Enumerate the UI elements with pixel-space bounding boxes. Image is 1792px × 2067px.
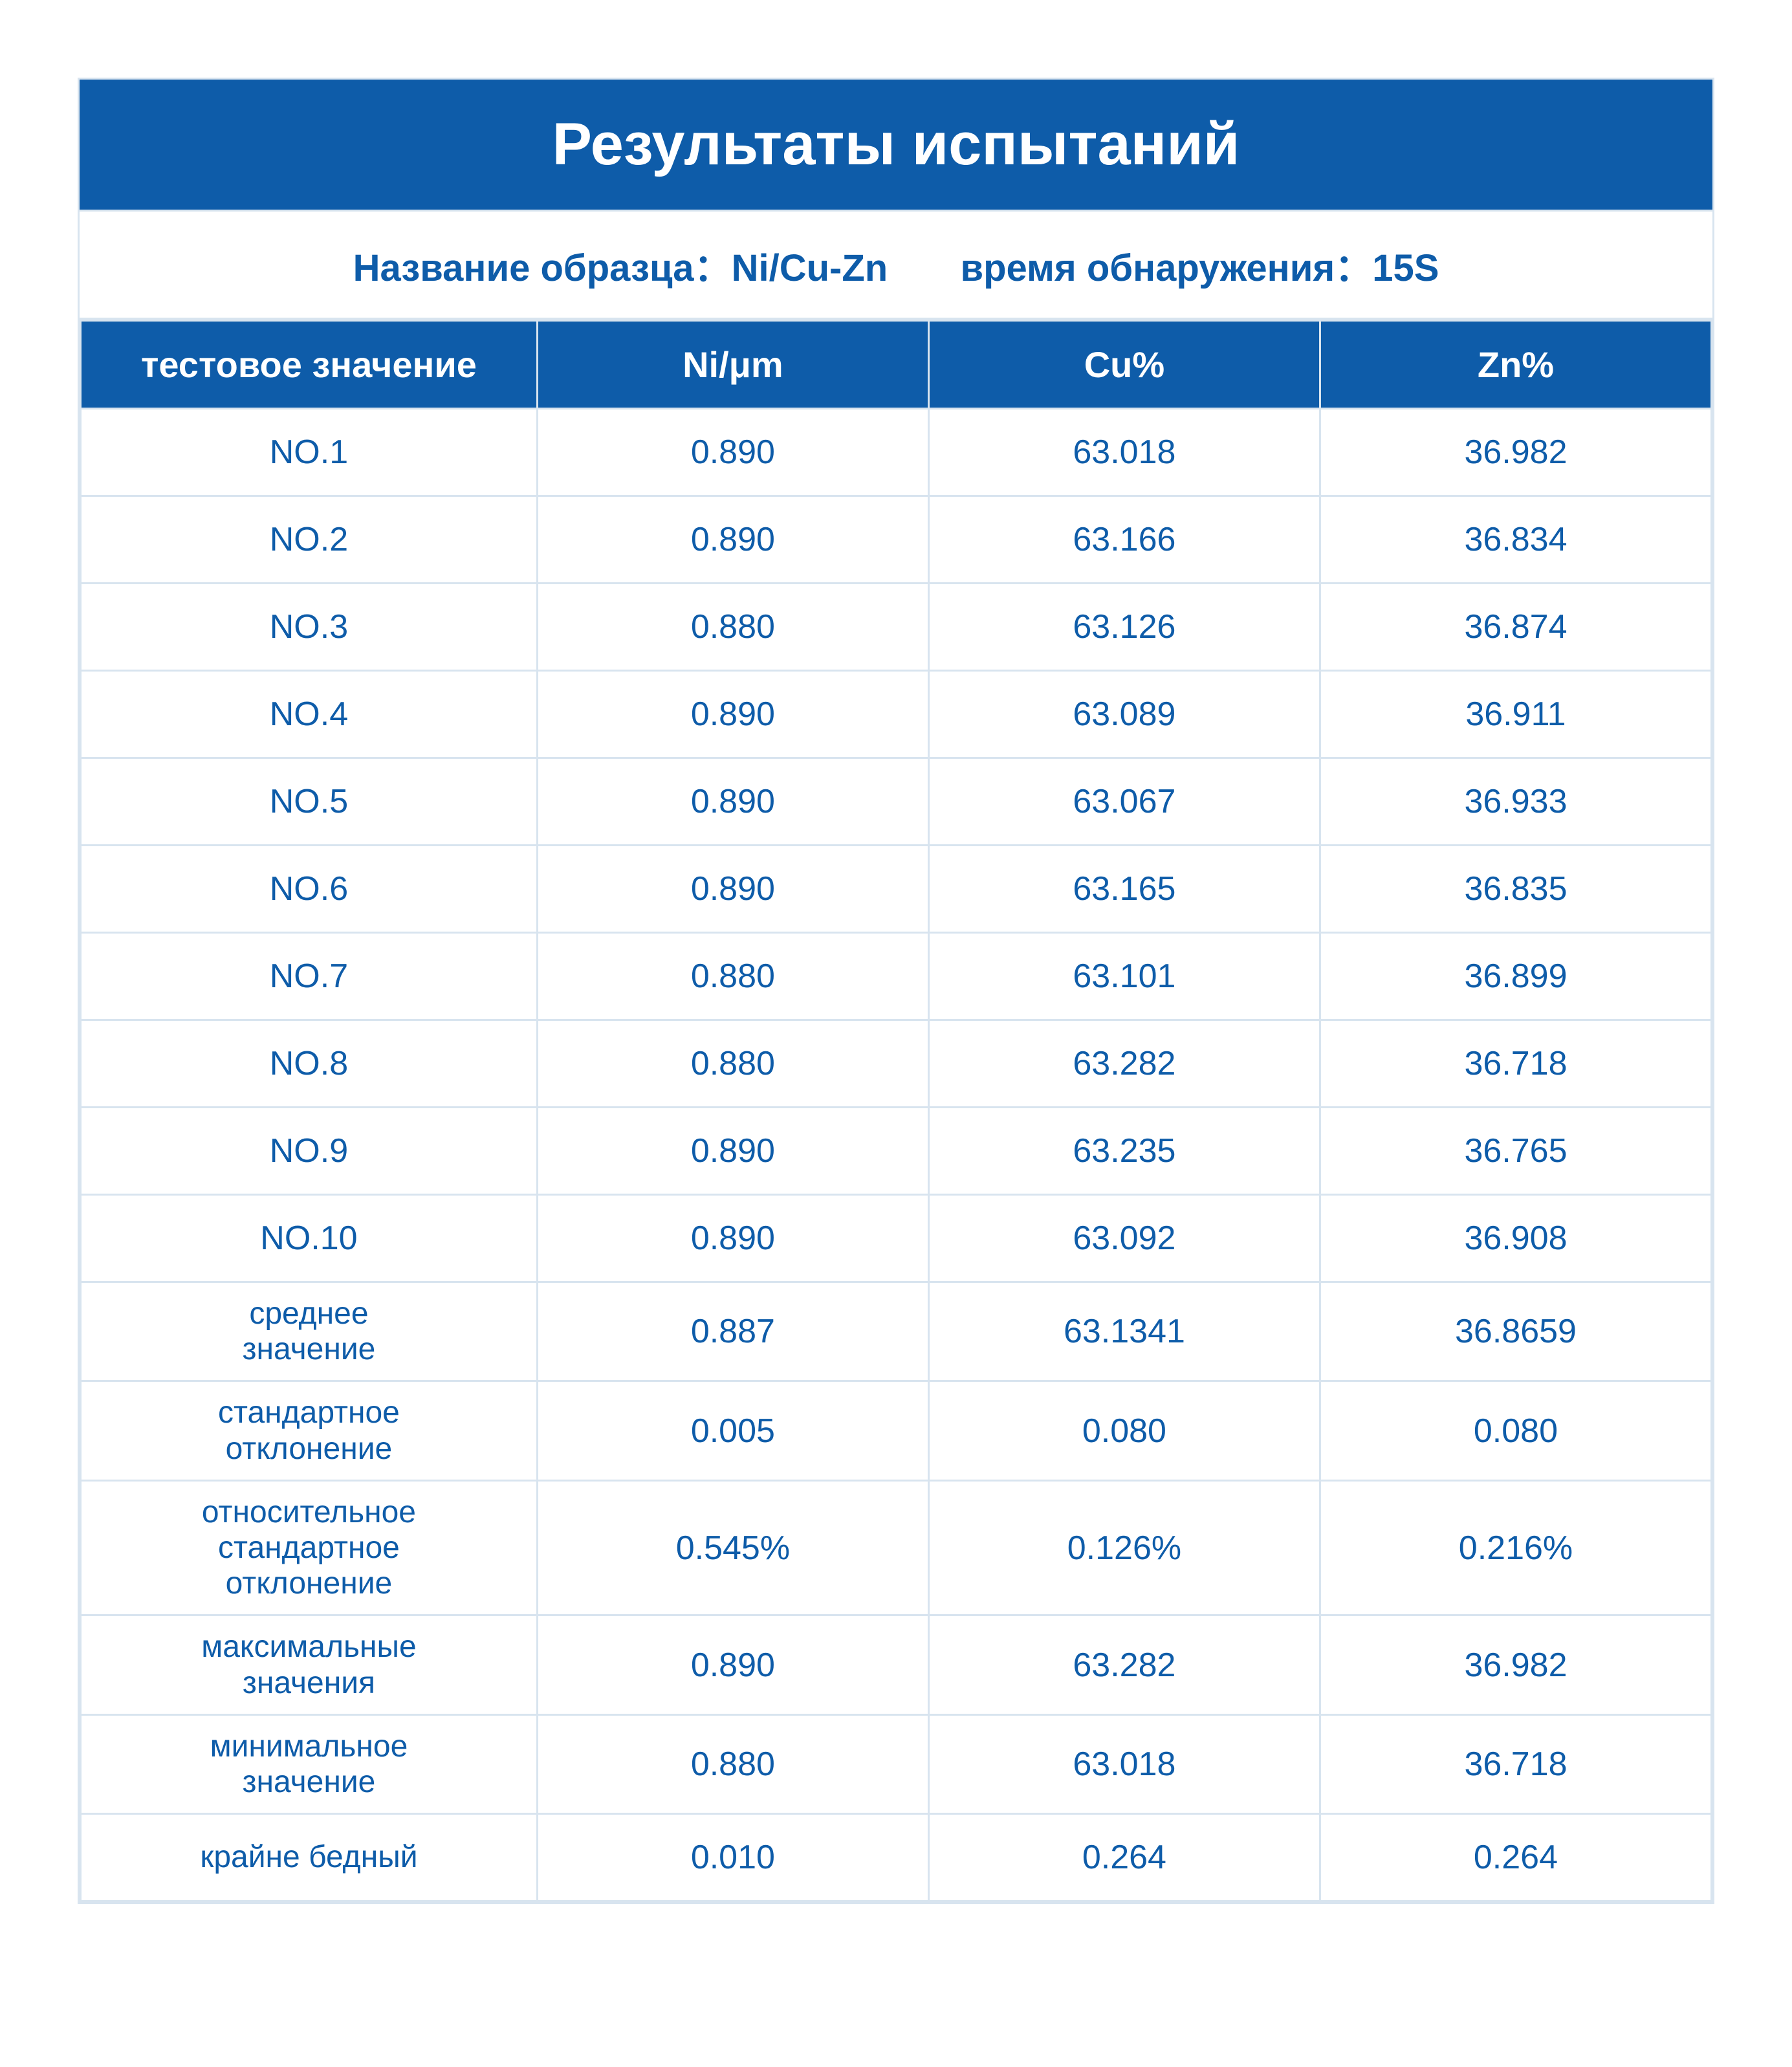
cell-zn: 36.718: [1320, 1020, 1711, 1108]
cell-ni: 0.880: [537, 1714, 928, 1813]
col-header-cu: Cu%: [928, 321, 1320, 409]
cell-zn: 36.718: [1320, 1714, 1711, 1813]
cell-cu: 63.092: [928, 1195, 1320, 1282]
results-table-container: Результаты испытаний Название образца：Ni…: [78, 78, 1714, 1904]
cell-zn: 36.911: [1320, 671, 1711, 758]
cell-cu: 63.282: [928, 1020, 1320, 1108]
time-label: время обнаружения：: [960, 247, 1372, 289]
sample-label: Название образца：: [353, 247, 732, 289]
cell-zn: 0.264: [1320, 1814, 1711, 1901]
cell-label: NO.7: [81, 933, 538, 1020]
cell-zn: 0.216%: [1320, 1480, 1711, 1615]
table-row: NO.30.88063.12636.874: [81, 584, 1712, 671]
cell-zn: 36.908: [1320, 1195, 1711, 1282]
cell-cu: 0.264: [928, 1814, 1320, 1901]
sample-value: Ni/Cu-Zn: [732, 247, 888, 289]
cell-ni: 0.890: [537, 1615, 928, 1714]
time-value: 15S: [1372, 247, 1439, 289]
table-summary-row: минимальноезначение0.88063.01836.718: [81, 1714, 1712, 1813]
col-header-ni: Ni/μm: [537, 321, 928, 409]
cell-cu: 63.126: [928, 584, 1320, 671]
table-subtitle: Название образца：Ni/Cu-Zn время обнаруже…: [80, 212, 1712, 320]
table-row: NO.40.89063.08936.911: [81, 671, 1712, 758]
cell-cu: 63.166: [928, 496, 1320, 584]
title-text: Результаты испытаний: [552, 111, 1240, 177]
table-row: NO.50.89063.06736.933: [81, 758, 1712, 846]
cell-zn: 36.834: [1320, 496, 1711, 584]
cell-zn: 0.080: [1320, 1381, 1711, 1480]
table-header-row: тестовое значение Ni/μm Cu% Zn%: [81, 321, 1712, 409]
table-row: NO.90.89063.23536.765: [81, 1108, 1712, 1195]
cell-cu: 63.282: [928, 1615, 1320, 1714]
cell-summary-label: максимальныезначения: [81, 1615, 538, 1714]
cell-label: NO.2: [81, 496, 538, 584]
cell-ni: 0.890: [537, 496, 928, 584]
cell-cu: 63.165: [928, 846, 1320, 933]
cell-cu: 63.1341: [928, 1282, 1320, 1381]
cell-cu: 63.018: [928, 1714, 1320, 1813]
cell-ni: 0.010: [537, 1814, 928, 1901]
table-row: NO.20.89063.16636.834: [81, 496, 1712, 584]
cell-ni: 0.880: [537, 933, 928, 1020]
cell-ni: 0.890: [537, 671, 928, 758]
cell-ni: 0.880: [537, 584, 928, 671]
cell-cu: 63.235: [928, 1108, 1320, 1195]
cell-summary-label: относительноестандартноеотклонение: [81, 1480, 538, 1615]
table-summary-row: относительноестандартноеотклонение0.545%…: [81, 1480, 1712, 1615]
table-summary-row: стандартноеотклонение0.0050.0800.080: [81, 1381, 1712, 1480]
cell-cu: 63.067: [928, 758, 1320, 846]
cell-zn: 36.765: [1320, 1108, 1711, 1195]
cell-summary-label: стандартноеотклонение: [81, 1381, 538, 1480]
cell-label: NO.6: [81, 846, 538, 933]
table-row: NO.80.88063.28236.718: [81, 1020, 1712, 1108]
cell-cu: 0.126%: [928, 1480, 1320, 1615]
table-summary-row: среднеезначение0.88763.134136.8659: [81, 1282, 1712, 1381]
cell-ni: 0.005: [537, 1381, 928, 1480]
cell-zn: 36.8659: [1320, 1282, 1711, 1381]
table-row: NO.60.89063.16536.835: [81, 846, 1712, 933]
table-title: Результаты испытаний: [80, 80, 1712, 212]
cell-summary-label: крайне бедный: [81, 1814, 538, 1901]
cell-summary-label: минимальноезначение: [81, 1714, 538, 1813]
cell-zn: 36.899: [1320, 933, 1711, 1020]
cell-label: NO.5: [81, 758, 538, 846]
cell-summary-label: среднеезначение: [81, 1282, 538, 1381]
cell-zn: 36.982: [1320, 1615, 1711, 1714]
cell-ni: 0.880: [537, 1020, 928, 1108]
cell-label: NO.10: [81, 1195, 538, 1282]
table-summary-row: максимальныезначения0.89063.28236.982: [81, 1615, 1712, 1714]
cell-label: NO.1: [81, 409, 538, 496]
table-row: NO.10.89063.01836.982: [81, 409, 1712, 496]
results-data-table: тестовое значение Ni/μm Cu% Zn% NO.10.89…: [80, 320, 1712, 1902]
cell-zn: 36.933: [1320, 758, 1711, 846]
cell-cu: 63.018: [928, 409, 1320, 496]
cell-ni: 0.887: [537, 1282, 928, 1381]
cell-zn: 36.982: [1320, 409, 1711, 496]
table-row: NO.100.89063.09236.908: [81, 1195, 1712, 1282]
col-header-test-value: тестовое значение: [81, 321, 538, 409]
cell-cu: 0.080: [928, 1381, 1320, 1480]
cell-ni: 0.890: [537, 1108, 928, 1195]
cell-label: NO.3: [81, 584, 538, 671]
cell-label: NO.4: [81, 671, 538, 758]
table-row: NO.70.88063.10136.899: [81, 933, 1712, 1020]
cell-ni: 0.890: [537, 1195, 928, 1282]
cell-cu: 63.101: [928, 933, 1320, 1020]
cell-label: NO.8: [81, 1020, 538, 1108]
cell-ni: 0.545%: [537, 1480, 928, 1615]
cell-ni: 0.890: [537, 409, 928, 496]
cell-cu: 63.089: [928, 671, 1320, 758]
cell-ni: 0.890: [537, 758, 928, 846]
cell-label: NO.9: [81, 1108, 538, 1195]
table-summary-row: крайне бедный0.0100.2640.264: [81, 1814, 1712, 1901]
cell-zn: 36.874: [1320, 584, 1711, 671]
col-header-zn: Zn%: [1320, 321, 1711, 409]
cell-zn: 36.835: [1320, 846, 1711, 933]
table-body: NO.10.89063.01836.982NO.20.89063.16636.8…: [81, 409, 1712, 1901]
cell-ni: 0.890: [537, 846, 928, 933]
